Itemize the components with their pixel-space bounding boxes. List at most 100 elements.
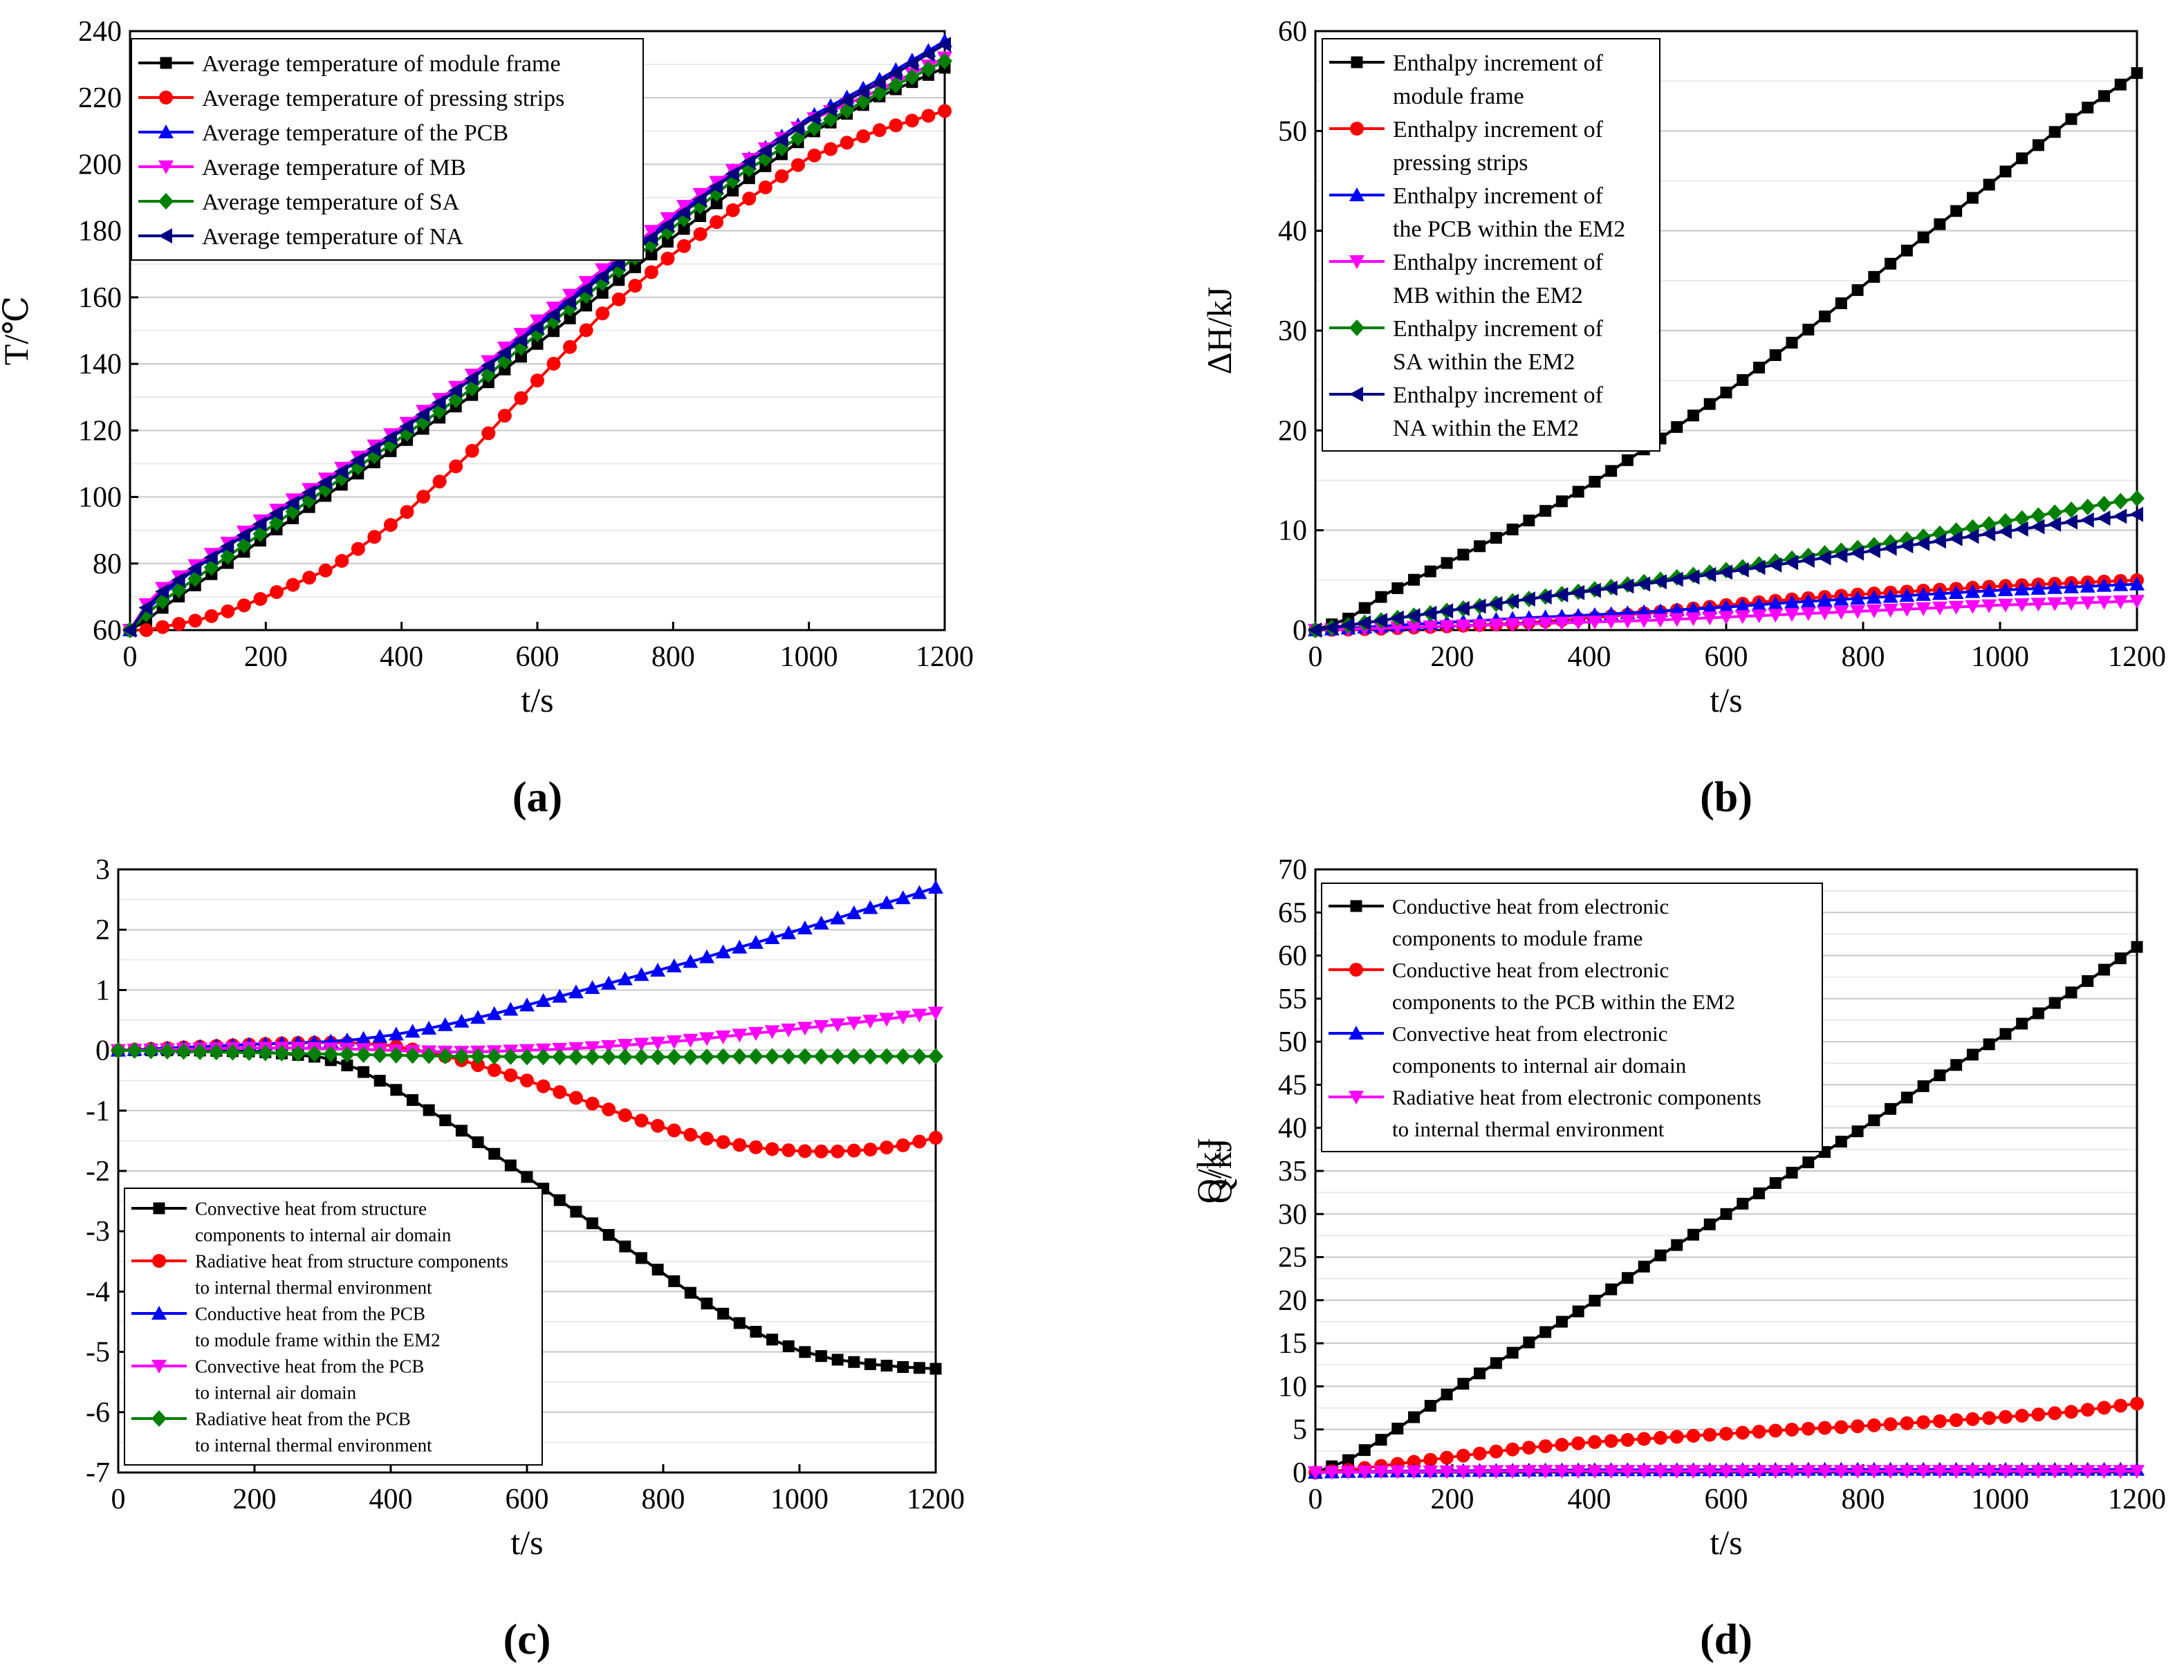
data-point [1586, 616, 1602, 630]
data-point [1424, 1400, 1436, 1412]
data-point [2047, 1465, 2063, 1479]
data-point [1342, 1454, 1355, 1466]
y-tick-label: 240 [78, 16, 122, 48]
data-point [1539, 1326, 1552, 1338]
data-point [225, 1044, 241, 1061]
data-point [895, 1048, 911, 1065]
series-markers [1308, 1465, 2145, 1480]
legend-box [1321, 883, 1823, 1152]
data-point [323, 1046, 339, 1063]
data-point [650, 1049, 666, 1066]
data-point [1555, 1437, 1569, 1452]
data-point [1868, 1114, 1880, 1127]
data-point [416, 407, 430, 423]
data-point [1589, 1295, 1601, 1307]
y-tick-label: 0 [1293, 1457, 1307, 1489]
data-point [1457, 1378, 1470, 1390]
data-point [1850, 545, 1864, 561]
data-point [684, 1286, 696, 1299]
data-point [1867, 1418, 1881, 1432]
data-point [895, 890, 911, 905]
data-point [388, 1026, 404, 1041]
data-point [644, 265, 658, 279]
data-point [1851, 284, 1864, 296]
data-point [1800, 1465, 1816, 1479]
data-point [1784, 555, 1799, 571]
series-markers [111, 880, 943, 1057]
legend-entry: Average temperature of NA [138, 224, 463, 250]
legend-label: Conductive heat from electronic [1392, 958, 1669, 982]
data-point [236, 527, 250, 543]
data-point [2014, 521, 2028, 537]
data-point [1751, 609, 1767, 624]
data-point [2129, 490, 2145, 507]
data-point [481, 426, 496, 441]
data-point [290, 1045, 306, 1062]
data-point [382, 430, 397, 446]
data-point [1389, 610, 1404, 626]
data-point [846, 1016, 862, 1031]
legend-marker [151, 1306, 167, 1320]
data-point [666, 1049, 682, 1066]
x-tick-label: 800 [1842, 1484, 1885, 1515]
data-point [1308, 1466, 1323, 1480]
data-point [1620, 1432, 1635, 1447]
data-point [668, 1275, 681, 1287]
y-tick-label: 1 [95, 975, 110, 1006]
data-point [383, 517, 398, 532]
data-point [503, 1001, 519, 1016]
data-point [1357, 615, 1371, 631]
data-point [1784, 608, 1800, 622]
data-point [1423, 1465, 1438, 1479]
data-point [221, 604, 235, 618]
data-point [651, 1264, 664, 1276]
data-point [1424, 565, 1436, 578]
data-point [2080, 1465, 2095, 1479]
data-point [1521, 1441, 1536, 1455]
data-point [1801, 1421, 1815, 1436]
data-point [2098, 90, 2110, 102]
data-point [1340, 1466, 1356, 1480]
data-point [650, 1036, 666, 1051]
data-point [1637, 1432, 1651, 1446]
data-point [552, 988, 568, 1003]
data-point [1851, 1125, 1864, 1138]
data-point [1702, 600, 1718, 615]
data-point [584, 1049, 600, 1066]
data-point [503, 1048, 519, 1065]
y-axis-label: Q/kJ [1190, 1138, 1228, 1203]
y-tick-label: -1 [86, 1096, 110, 1127]
legend-box [1322, 38, 1660, 452]
data-point [1833, 548, 1848, 564]
data-point [1882, 589, 1898, 603]
data-point [1537, 1465, 1553, 1479]
data-point [717, 1307, 730, 1320]
data-point [1490, 532, 1502, 544]
data-point [660, 251, 675, 266]
data-point [1587, 1434, 1602, 1449]
data-point [913, 1362, 925, 1374]
data-point [269, 506, 284, 521]
data-point [1916, 535, 1930, 551]
data-point [1850, 591, 1866, 605]
series-markers [1308, 506, 2143, 638]
data-point [563, 340, 577, 354]
series-markers [1308, 1396, 2144, 1479]
data-point [1999, 1028, 2012, 1040]
data-point [1981, 1465, 1997, 1479]
data-point [797, 920, 813, 934]
data-point [2014, 581, 2030, 596]
data-point [1555, 1316, 1568, 1328]
legend-marker [158, 193, 174, 210]
data-point [635, 1252, 647, 1264]
legend-entry: Enthalpy increment of MB within the EM2 [1329, 250, 1604, 308]
data-point [683, 1049, 698, 1066]
x-tick-label: 0 [111, 1484, 126, 1515]
data-point [208, 1044, 224, 1061]
data-point [880, 1359, 893, 1372]
legend-label: to internal thermal environment [1392, 1117, 1665, 1141]
data-point [823, 101, 837, 117]
data-point [716, 1135, 730, 1150]
legend-entry: Convective heat from electronic component… [1329, 1022, 1687, 1078]
data-point [2048, 997, 2061, 1009]
